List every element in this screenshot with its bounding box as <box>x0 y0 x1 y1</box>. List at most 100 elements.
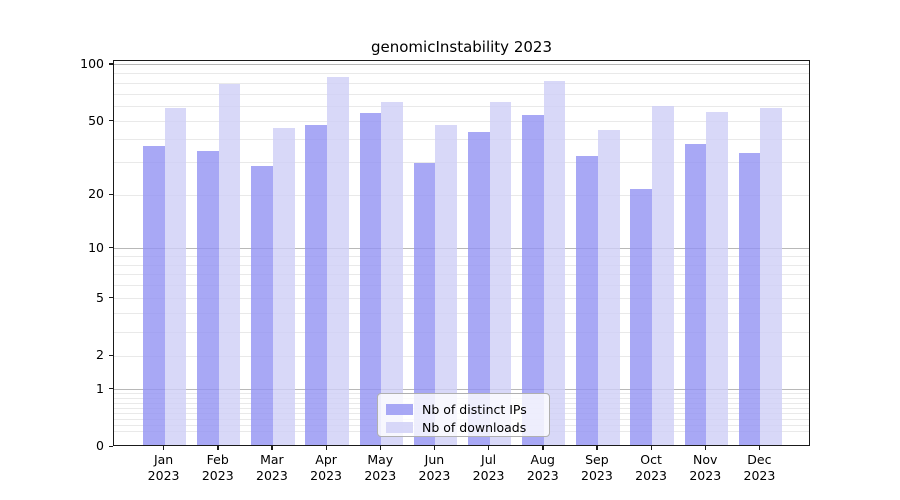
x-tick-label-mar: Mar 2023 <box>242 452 302 483</box>
year-label: 2023 <box>526 467 559 483</box>
gridline-minor <box>114 162 809 164</box>
month-label: Sep <box>585 452 609 467</box>
legend-item-distinct-ips: Nb of distinct IPs <box>378 400 549 418</box>
x-tick-apr <box>325 446 327 450</box>
x-tick-label-oct: Oct 2023 <box>621 452 681 483</box>
x-tick-may <box>379 446 382 450</box>
year-label: 2023 <box>201 467 234 483</box>
y-tick-label-50: 50 <box>88 112 104 128</box>
month-label: Jan <box>153 452 174 467</box>
y-tick-20 <box>109 193 113 195</box>
bar-downloads-aug <box>543 81 566 445</box>
x-tick-dec <box>758 446 761 450</box>
bar-distinct-ips-feb <box>197 150 219 445</box>
year-label: 2023 <box>689 467 722 483</box>
x-tick-label-apr: Apr 2023 <box>296 452 356 483</box>
bar-distinct-ips-jan <box>142 146 165 445</box>
bar-distinct-ips-jun <box>413 163 436 445</box>
gridline-minor <box>114 331 809 333</box>
bar-distinct-ips-sep <box>576 155 598 445</box>
bar-distinct-ips-nov <box>684 143 707 445</box>
x-tick-aug <box>542 446 544 450</box>
y-tick-label-1: 1 <box>96 380 104 396</box>
y-tick-label-2: 2 <box>96 347 104 363</box>
year-label: 2023 <box>472 467 505 483</box>
plot-area: Nb of distinct IPs Nb of downloads <box>113 60 810 446</box>
bar-downloads-oct <box>652 106 674 445</box>
legend-swatch-distinct-ips <box>386 403 413 415</box>
gridline-minor <box>114 82 809 84</box>
y-tick-1 <box>109 388 113 390</box>
month-label: May <box>367 452 394 467</box>
y-tick-label-20: 20 <box>88 186 104 201</box>
year-label: 2023 <box>418 467 451 483</box>
x-tick-label-feb: Feb 2023 <box>188 452 248 483</box>
y-tick-2 <box>109 354 113 356</box>
y-tick-label-100: 100 <box>80 55 104 71</box>
bar-downloads-apr <box>327 77 349 445</box>
bar-distinct-ips-aug <box>522 114 544 445</box>
gridline-minor <box>114 264 809 266</box>
month-label: Dec <box>747 452 772 467</box>
gridline-major-100 <box>114 64 809 66</box>
y-tick-50 <box>109 120 113 122</box>
bar-downloads-jul <box>489 102 512 445</box>
bar-downloads-nov <box>706 111 728 445</box>
x-tick-feb <box>217 446 219 450</box>
gridline-minor <box>114 73 809 75</box>
y-tick-label-10: 10 <box>88 239 104 255</box>
bar-downloads-jun <box>435 124 458 445</box>
month-label: Apr <box>315 452 337 467</box>
x-tick-label-jun: Jun 2023 <box>404 452 464 483</box>
x-tick-label-aug: Aug 2023 <box>513 452 573 483</box>
month-label: Oct <box>640 452 662 467</box>
bar-distinct-ips-dec <box>738 153 761 445</box>
y-tick-0 <box>109 445 113 447</box>
x-tick-jan <box>163 446 165 450</box>
year-label: 2023 <box>256 467 288 483</box>
gridline-minor <box>114 93 809 95</box>
x-tick-nov <box>704 446 707 450</box>
x-tick-label-may: May 2023 <box>350 452 410 483</box>
year-label: 2023 <box>581 467 613 483</box>
y-tick-10 <box>109 247 113 249</box>
bar-distinct-ips-oct <box>630 189 653 445</box>
month-label: Jun <box>424 452 445 467</box>
bar-distinct-ips-may <box>359 113 382 445</box>
gridline-major-1 <box>114 389 809 391</box>
bar-downloads-jan <box>164 107 187 445</box>
y-tick-label-0: 0 <box>96 438 104 453</box>
legend-label-distinct-ips: Nb of distinct IPs <box>422 401 527 417</box>
bar-distinct-ips-apr <box>305 124 328 445</box>
legend: Nb of distinct IPs Nb of downloads <box>377 393 550 437</box>
month-label: Nov <box>693 452 718 467</box>
y-tick-5 <box>109 297 113 299</box>
x-tick-label-dec: Dec 2023 <box>729 452 789 483</box>
month-label: Mar <box>260 452 284 467</box>
bar-downloads-mar <box>272 128 295 445</box>
year-label: 2023 <box>310 467 342 483</box>
x-tick-label-jul: Jul 2023 <box>459 452 519 483</box>
y-tick-100 <box>109 63 113 65</box>
gridline-minor <box>114 285 809 287</box>
bar-distinct-ips-mar <box>251 166 273 445</box>
year-label: 2023 <box>364 467 397 483</box>
gridline-minor <box>114 121 809 123</box>
x-tick-mar <box>271 446 273 450</box>
x-tick-label-sep: Sep 2023 <box>567 452 627 483</box>
legend-swatch-downloads <box>386 421 413 433</box>
gridline-minor <box>114 139 809 141</box>
legend-label-downloads: Nb of downloads <box>422 419 527 435</box>
year-label: 2023 <box>743 467 776 483</box>
month-label: Jul <box>481 452 497 467</box>
x-tick-label-jan: Jan 2023 <box>134 452 194 483</box>
bar-downloads-feb <box>218 84 241 445</box>
y-tick-label-5: 5 <box>96 289 104 305</box>
gridline-minor <box>114 298 809 300</box>
gridline-minor <box>114 355 809 357</box>
chart-title: genomicInstability 2023 <box>370 38 552 56</box>
month-label: Aug <box>530 452 555 467</box>
gridline-minor <box>114 194 809 196</box>
x-tick-oct <box>650 446 652 450</box>
